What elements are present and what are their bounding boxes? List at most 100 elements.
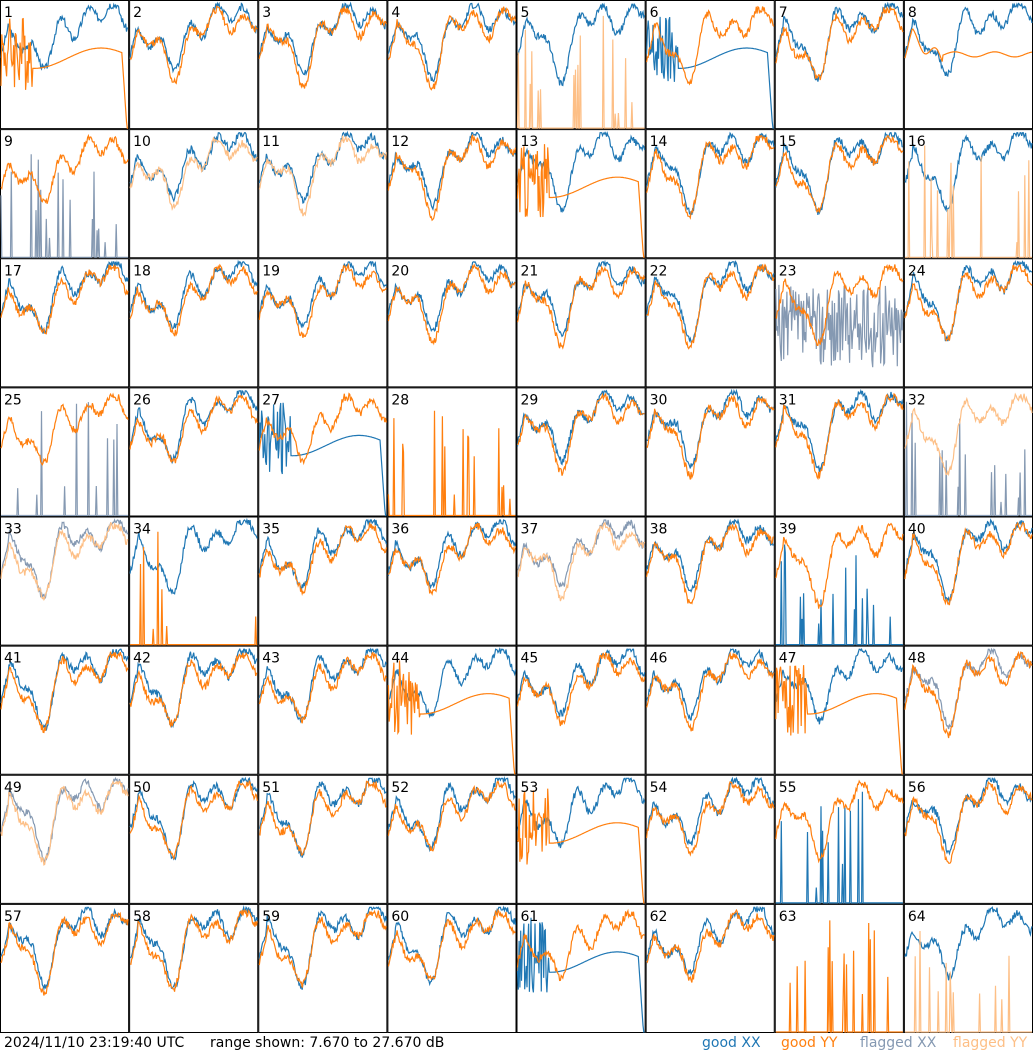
panel-label: 59 bbox=[262, 909, 280, 925]
panel-frame bbox=[129, 387, 259, 517]
antenna-panel-26: 26 bbox=[129, 387, 259, 517]
panel-label: 61 bbox=[521, 909, 539, 925]
range-shown: range shown: 7.670 to 27.670 dB bbox=[210, 1035, 445, 1051]
panel-frame bbox=[129, 645, 259, 775]
timestamp: 2024/11/10 23:19:40 UTC bbox=[4, 1035, 185, 1051]
panel-label: 17 bbox=[4, 263, 22, 279]
antenna-panel-12: 12 bbox=[387, 129, 517, 259]
series-xx-64 bbox=[904, 906, 1033, 981]
panel-label: 11 bbox=[262, 134, 280, 150]
series-yy-30 bbox=[646, 394, 775, 480]
series-xx-61 bbox=[516, 917, 645, 1033]
panel-label: 19 bbox=[262, 263, 280, 279]
panel-label: 27 bbox=[262, 392, 280, 408]
series-yy-41 bbox=[0, 651, 129, 734]
antenna-panel-23: 23 bbox=[774, 258, 904, 388]
panel-label: 1 bbox=[4, 5, 13, 21]
series-xx-5 bbox=[517, 2, 646, 87]
panel-label: 57 bbox=[4, 909, 22, 925]
series-yy-19 bbox=[258, 262, 387, 338]
antenna-panel-2: 2 bbox=[129, 0, 259, 130]
series-yy-15 bbox=[775, 134, 904, 213]
series-yy-46 bbox=[646, 651, 775, 732]
antenna-panel-40: 40 bbox=[903, 516, 1033, 646]
series-yy-26 bbox=[129, 394, 258, 464]
panel-label: 41 bbox=[4, 651, 22, 667]
panel-label: 28 bbox=[391, 392, 409, 408]
antenna-panel-4: 4 bbox=[387, 0, 517, 130]
panel-frame bbox=[258, 903, 388, 1033]
panel-label: 55 bbox=[779, 780, 797, 796]
series-xx-26 bbox=[129, 389, 258, 465]
series-xx-32 bbox=[904, 401, 1032, 517]
antenna-panel-5: 5 bbox=[516, 0, 646, 130]
antenna-panel-54: 54 bbox=[645, 774, 775, 904]
antenna-panel-28: 28 bbox=[387, 387, 517, 517]
panel-label: 49 bbox=[4, 780, 22, 796]
antenna-panel-11: 11 bbox=[258, 129, 388, 259]
panel-label: 5 bbox=[521, 5, 530, 21]
series-yy-1 bbox=[0, 17, 129, 129]
panel-label: 7 bbox=[779, 5, 788, 21]
series-yy-52 bbox=[387, 780, 516, 852]
series-yy-36 bbox=[387, 522, 517, 596]
series-yy-37 bbox=[517, 522, 646, 602]
legend-good-xx: good XX bbox=[702, 1035, 761, 1051]
panel-label: 13 bbox=[521, 134, 539, 150]
series-yy-32 bbox=[904, 392, 1033, 477]
panel-label: 8 bbox=[908, 5, 917, 21]
panel-frame bbox=[645, 258, 775, 388]
series-yy-53 bbox=[516, 788, 645, 904]
antenna-panel-51: 51 bbox=[258, 774, 388, 904]
series-yy-34 bbox=[130, 531, 258, 646]
panel-frame bbox=[645, 0, 775, 130]
series-yy-24 bbox=[904, 264, 1033, 342]
series-xx-59 bbox=[258, 906, 387, 990]
series-yy-48 bbox=[904, 650, 1033, 739]
antenna-panel-38: 38 bbox=[645, 516, 775, 646]
antenna-panel-56: 56 bbox=[903, 774, 1033, 904]
antenna-panel-63: 63 bbox=[774, 903, 904, 1033]
antenna-panel-48: 48 bbox=[903, 645, 1033, 775]
antenna-panel-41: 41 bbox=[0, 645, 130, 775]
series-yy-39 bbox=[775, 522, 904, 609]
panel-label: 39 bbox=[779, 522, 797, 538]
antenna-panel-47: 47 bbox=[774, 645, 904, 775]
series-yy-5 bbox=[516, 15, 645, 129]
panel-label: 21 bbox=[521, 263, 539, 279]
series-xx-24 bbox=[904, 259, 1032, 342]
series-xx-30 bbox=[646, 388, 775, 469]
series-xx-13 bbox=[516, 131, 646, 213]
series-xx-62 bbox=[646, 905, 775, 977]
series-yy-22 bbox=[646, 263, 775, 350]
series-yy-38 bbox=[646, 523, 775, 605]
panel-label: 3 bbox=[262, 5, 271, 21]
series-xx-2 bbox=[129, 1, 258, 74]
antenna-panel-16: 16 bbox=[903, 129, 1033, 259]
legend-flagged-yy: flagged YY bbox=[953, 1035, 1028, 1051]
panel-label: 10 bbox=[133, 134, 151, 150]
series-yy-3 bbox=[258, 6, 387, 89]
panel-label: 18 bbox=[133, 263, 151, 279]
panel-label: 35 bbox=[262, 522, 280, 538]
series-xx-20 bbox=[387, 261, 516, 333]
series-yy-40 bbox=[904, 521, 1033, 606]
series-xx-16 bbox=[904, 132, 1033, 213]
series-yy-21 bbox=[516, 265, 646, 350]
panel-frame bbox=[903, 258, 1033, 388]
antenna-panel-46: 46 bbox=[645, 645, 775, 775]
series-yy-63 bbox=[775, 920, 903, 1033]
panel-label: 62 bbox=[650, 909, 668, 925]
panel-label: 37 bbox=[521, 522, 539, 538]
series-yy-47 bbox=[775, 665, 903, 775]
panel-frame bbox=[258, 774, 388, 904]
panel-frame bbox=[387, 387, 517, 517]
panel-label: 12 bbox=[391, 134, 409, 150]
legend-flagged-xx: flagged XX bbox=[860, 1035, 937, 1051]
panel-label: 20 bbox=[391, 263, 409, 279]
series-xx-35 bbox=[258, 518, 387, 592]
antenna-panel-53: 53 bbox=[516, 774, 646, 904]
antenna-panel-7: 7 bbox=[774, 0, 904, 130]
series-yy-33 bbox=[0, 522, 129, 602]
